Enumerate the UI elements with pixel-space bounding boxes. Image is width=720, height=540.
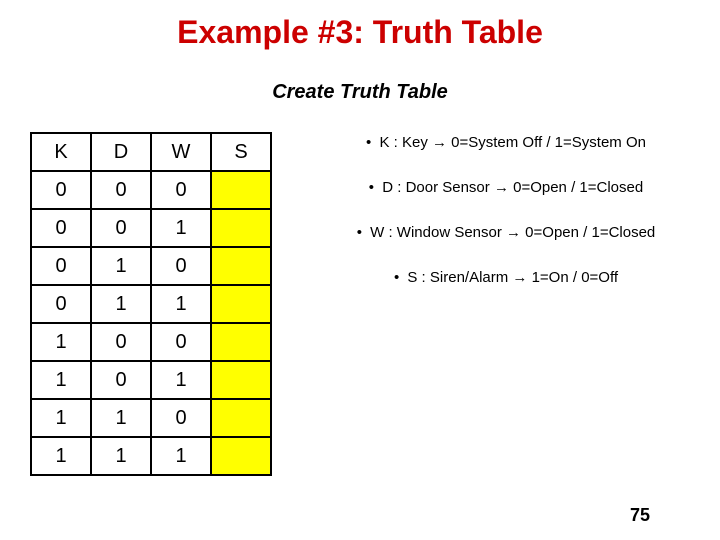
table-cell: 0 [91, 361, 151, 399]
col-header: K [31, 133, 91, 171]
table-row: 000 [31, 171, 271, 209]
slide-title: Example #3: Truth Table [0, 0, 720, 51]
table-cell: 1 [151, 209, 211, 247]
table-row: 110 [31, 399, 271, 437]
table-cell: 1 [91, 399, 151, 437]
table-cell: 1 [31, 437, 91, 475]
legend-item: • S : Siren/Alarm → 1=On / 0=Off [322, 269, 720, 286]
table-cell: 1 [151, 361, 211, 399]
table-row: 001 [31, 209, 271, 247]
table-row: 011 [31, 285, 271, 323]
table-cell: 0 [91, 209, 151, 247]
table-header-row: K D W S [31, 133, 271, 171]
table-cell [211, 323, 271, 361]
col-header: W [151, 133, 211, 171]
table-cell: 1 [31, 323, 91, 361]
table-cell [211, 361, 271, 399]
table-cell: 0 [91, 171, 151, 209]
table-row: 111 [31, 437, 271, 475]
table-cell [211, 247, 271, 285]
col-header: D [91, 133, 151, 171]
table-cell: 1 [91, 285, 151, 323]
slide-subtitle: Create Truth Table [0, 81, 720, 104]
table-cell [211, 437, 271, 475]
table-body: 000001010011100101110111 [31, 171, 271, 475]
legend-item: • W : Window Sensor → 0=Open / 1=Closed [322, 224, 720, 241]
page-number: 75 [630, 505, 650, 526]
table-cell: 1 [91, 247, 151, 285]
table-cell: 0 [151, 171, 211, 209]
table-row: 100 [31, 323, 271, 361]
table-row: 101 [31, 361, 271, 399]
table-cell [211, 209, 271, 247]
legend-text: K : Key → 0=System Off / 1=System On [375, 134, 646, 151]
legend-text: S : Siren/Alarm → 1=On / 0=Off [403, 269, 618, 286]
bullet-icon: • [357, 224, 362, 241]
truth-table: K D W S 000001010011100101110111 [30, 132, 272, 476]
table-cell: 0 [151, 323, 211, 361]
table-cell: 1 [31, 399, 91, 437]
content-area: K D W S 000001010011100101110111 • K : K… [0, 132, 720, 476]
bullet-icon: • [366, 134, 371, 151]
col-header: S [211, 133, 271, 171]
table-cell: 0 [151, 399, 211, 437]
legend-text: W : Window Sensor → 0=Open / 1=Closed [366, 224, 655, 241]
legend-item: • D : Door Sensor → 0=Open / 1=Closed [322, 179, 720, 196]
table-cell: 0 [151, 247, 211, 285]
table-cell: 0 [31, 247, 91, 285]
table-cell: 1 [91, 437, 151, 475]
table-cell [211, 285, 271, 323]
table-cell: 0 [91, 323, 151, 361]
table-cell: 1 [151, 437, 211, 475]
bullet-icon: • [369, 179, 374, 196]
table-cell: 0 [31, 209, 91, 247]
table-cell [211, 399, 271, 437]
legend-text: D : Door Sensor → 0=Open / 1=Closed [378, 179, 643, 196]
bullet-icon: • [394, 269, 399, 286]
table-cell: 0 [31, 171, 91, 209]
legend: • K : Key → 0=System Off / 1=System On• … [272, 132, 720, 476]
table-cell [211, 171, 271, 209]
table-cell: 1 [31, 361, 91, 399]
table-row: 010 [31, 247, 271, 285]
legend-item: • K : Key → 0=System Off / 1=System On [322, 134, 720, 151]
table-cell: 1 [151, 285, 211, 323]
truth-table-container: K D W S 000001010011100101110111 [30, 132, 272, 476]
table-cell: 0 [31, 285, 91, 323]
